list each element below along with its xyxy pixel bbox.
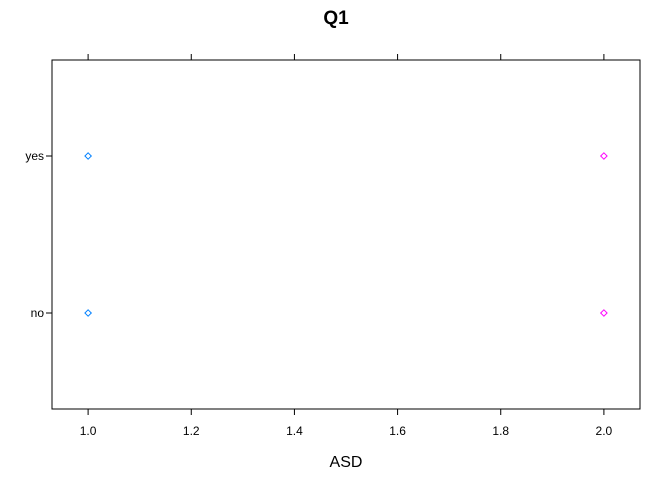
x-axis-bottom: 1.0 1.2 1.4 1.6 1.8 2.0 bbox=[80, 409, 613, 438]
data-point bbox=[599, 309, 608, 317]
x-tick-label: 1.0 bbox=[80, 424, 97, 438]
y-tick-label: no bbox=[31, 306, 45, 320]
data-point bbox=[84, 309, 93, 317]
x-tick-label: 1.4 bbox=[286, 424, 303, 438]
data-points bbox=[84, 152, 608, 317]
x-axis-label: ASD bbox=[330, 454, 363, 471]
x-tick-label: 1.8 bbox=[492, 424, 509, 438]
x-axis-top bbox=[87, 54, 605, 60]
x-tick-label: 2.0 bbox=[596, 424, 613, 438]
x-tick-label: 1.2 bbox=[183, 424, 200, 438]
chart-title: Q1 bbox=[323, 8, 349, 29]
data-point bbox=[84, 152, 93, 160]
plot-frame bbox=[51, 59, 641, 410]
y-axis: no yes bbox=[25, 149, 52, 320]
y-tick-label: yes bbox=[25, 149, 44, 163]
data-point bbox=[599, 152, 608, 160]
x-tick-label: 1.6 bbox=[389, 424, 406, 438]
